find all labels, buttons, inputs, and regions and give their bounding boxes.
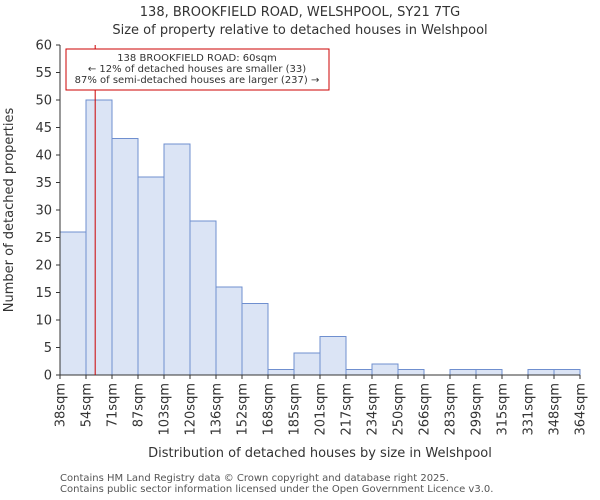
bar-250sqm	[397, 369, 425, 376]
x-tick-label: 152sqm	[236, 383, 251, 436]
annotation-line-3: 87% of semi-detached houses are larger (…	[75, 75, 320, 86]
x-tick-label: 331sqm	[522, 383, 537, 436]
y-tick-label: 60	[35, 39, 52, 54]
bar-185sqm	[293, 352, 321, 376]
x-tick-label: 250sqm	[392, 383, 407, 436]
x-tick-label: 103sqm	[158, 383, 173, 436]
y-tick-label: 50	[35, 94, 52, 109]
chart-subtitle: Size of property relative to detached ho…	[112, 23, 488, 38]
annotation-line-1: 138 BROOKFIELD ROAD: 60sqm	[117, 53, 277, 64]
bar-120sqm	[189, 220, 217, 376]
x-tick-label: 201sqm	[314, 383, 329, 436]
y-tick-label: 15	[35, 286, 52, 301]
y-tick-label: 20	[35, 259, 52, 274]
x-tick-label: 54sqm	[80, 383, 95, 427]
x-tick-label: 315sqm	[496, 383, 511, 436]
bar-234sqm	[371, 363, 399, 376]
x-axis-label: Distribution of detached houses by size …	[148, 446, 492, 461]
bar-136sqm	[215, 286, 243, 376]
y-tick-label: 25	[35, 231, 52, 246]
x-tick-label: 185sqm	[288, 383, 303, 436]
x-tick-label: 168sqm	[262, 383, 277, 436]
bar-283sqm	[449, 369, 477, 376]
y-tick-label: 45	[35, 121, 52, 136]
x-tick-label: 348sqm	[548, 383, 563, 436]
footer-line-1: Contains HM Land Registry data © Crown c…	[60, 473, 449, 484]
x-tick-label: 71sqm	[106, 383, 121, 427]
x-tick-label: 283sqm	[444, 383, 459, 436]
bar-217sqm	[345, 369, 373, 376]
annotation-box: 138 BROOKFIELD ROAD: 60sqm ← 12% of deta…	[65, 48, 330, 91]
footer-line-2: Contains public sector information licen…	[60, 484, 494, 495]
annotation-line-2: ← 12% of detached houses are smaller (33…	[88, 64, 306, 75]
bar-54sqm	[85, 99, 113, 376]
y-axis-label: Number of detached properties	[2, 108, 17, 313]
x-tick-label: 234sqm	[366, 383, 381, 436]
bar-299sqm	[475, 369, 503, 376]
y-tick-label: 35	[35, 176, 52, 191]
bar-38sqm	[59, 231, 87, 376]
bar-87sqm	[137, 176, 165, 376]
bar-331sqm	[527, 369, 555, 376]
y-tick-label: 55	[35, 66, 52, 81]
y-tick-label: 10	[35, 314, 52, 329]
bar-348sqm	[553, 369, 581, 376]
annotation-border	[65, 48, 330, 91]
x-tick-label: 299sqm	[470, 383, 485, 436]
bar-201sqm	[319, 336, 347, 376]
bar-168sqm	[267, 369, 295, 376]
chart-title: 138, BROOKFIELD ROAD, WELSHPOOL, SY21 7T…	[139, 5, 461, 20]
x-tick-label: 266sqm	[418, 383, 433, 436]
x-tick-label: 38sqm	[54, 383, 69, 427]
y-tick-label: 40	[35, 149, 52, 164]
bar-71sqm	[111, 138, 139, 376]
y-tick-label: 0	[44, 369, 52, 384]
bar-152sqm	[241, 303, 269, 376]
x-tick-label: 87sqm	[132, 383, 147, 427]
x-tick-label: 136sqm	[210, 383, 225, 436]
bar-103sqm	[163, 143, 191, 376]
x-tick-label: 217sqm	[340, 383, 355, 436]
y-tick-label: 30	[35, 204, 52, 219]
x-tick-label: 120sqm	[184, 383, 199, 436]
x-tick-label: 364sqm	[574, 383, 589, 436]
y-tick-label: 5	[44, 341, 52, 356]
